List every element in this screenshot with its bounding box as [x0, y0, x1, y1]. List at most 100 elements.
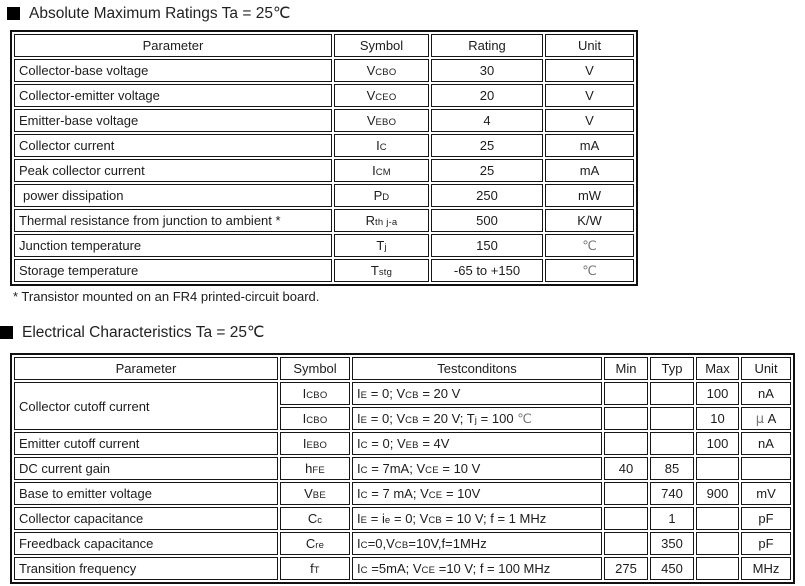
table-header-row: Parameter Symbol Rating Unit [14, 34, 634, 57]
rating-cell: 4 [431, 109, 543, 132]
symbol-cell: Cre [280, 532, 350, 555]
table-row: Thermal resistance from junction to ambi… [14, 209, 634, 232]
section-title-text: Electrical Characteristics Ta = 25℃ [22, 324, 265, 341]
col-header-testconditions: Testconditons [352, 357, 602, 380]
table-row: Emitter cutoff current IEBO IC = 0; VEB … [14, 432, 791, 455]
table-row: power dissipation PD 250 mW [14, 184, 634, 207]
unit-cell: ℃ [545, 234, 634, 257]
table-row: ICBO IE = 0; VCB = 20 V; Tj = 100 ℃ 10 μ… [14, 407, 791, 430]
symbol-cell: ICM [334, 159, 429, 182]
min-cell [604, 482, 648, 505]
col-header-rating: Rating [431, 34, 543, 57]
typ-cell [650, 407, 694, 430]
param-cell: Collector capacitance [14, 507, 278, 530]
col-header-symbol: Symbol [280, 357, 350, 380]
square-bullet-icon [7, 7, 20, 20]
symbol-cell: ICBO [280, 407, 350, 430]
min-cell [604, 432, 648, 455]
unit-cell: pF [741, 507, 791, 530]
table-header-row: Parameter Symbol Testconditons Min Typ M… [14, 357, 791, 380]
max-cell: 10 [696, 407, 739, 430]
cond-cell: IC=0,VCB=10V,f=1MHz [352, 532, 602, 555]
table-row: Storage temperature Tstg -65 to +150 ℃ [14, 259, 634, 282]
cond-cell: IC = 0; VEB = 4V [352, 432, 602, 455]
table-row: Collector-base voltage VCBO 30 V [14, 59, 634, 82]
typ-cell [650, 382, 694, 405]
max-cell [696, 532, 739, 555]
square-bullet-icon [0, 326, 13, 339]
symbol-cell: hFE [280, 457, 350, 480]
cond-cell: IC = 7 mA; VCE = 10V [352, 482, 602, 505]
typ-cell [650, 432, 694, 455]
section-title-text: Absolute Maximum Ratings Ta = 25℃ [29, 5, 291, 22]
elec-char-section-title: Electrical Characteristics Ta = 25℃ [0, 323, 264, 342]
col-header-typ: Typ [650, 357, 694, 380]
col-header-unit: Unit [741, 357, 791, 380]
unit-cell: V [545, 59, 634, 82]
table-row: Collector cutoff current ICBO IE = 0; VC… [14, 382, 791, 430]
max-cell: 100 [696, 382, 739, 405]
cond-cell: IE = 0; VCB = 20 V [352, 382, 602, 405]
param-cell: Collector-emitter voltage [14, 84, 332, 107]
param-cell: Peak collector current [14, 159, 332, 182]
table-row: Transition frequency fT IC =5mA; VCE =10… [14, 557, 791, 580]
unit-cell: mV [741, 482, 791, 505]
cond-cell: IE = 0; VCB = 20 V; Tj = 100 ℃ [352, 407, 602, 430]
param-cell: power dissipation [14, 184, 332, 207]
param-cell: DC current gain [14, 457, 278, 480]
symbol-cell: PD [334, 184, 429, 207]
rating-cell: 25 [431, 134, 543, 157]
abs-max-section-title: Absolute Maximum Ratings Ta = 25℃ [7, 4, 290, 23]
min-cell: 40 [604, 457, 648, 480]
symbol-cell: VEBO [334, 109, 429, 132]
cond-cell: IC = 7mA; VCE = 10 V [352, 457, 602, 480]
typ-cell: 85 [650, 457, 694, 480]
table-row: Junction temperature Tj 150 ℃ [14, 234, 634, 257]
col-header-unit: Unit [545, 34, 634, 57]
unit-cell: μ A [741, 407, 791, 430]
symbol-cell: fT [280, 557, 350, 580]
param-cell: Collector current [14, 134, 332, 157]
param-cell: Emitter-base voltage [14, 109, 332, 132]
unit-cell: ℃ [545, 259, 634, 282]
symbol-cell: Cc [280, 507, 350, 530]
symbol-cell: VBE [280, 482, 350, 505]
cond-cell: IC =5mA; VCE =10 V; f = 100 MHz [352, 557, 602, 580]
col-header-symbol: Symbol [334, 34, 429, 57]
param-cell: Base to emitter voltage [14, 482, 278, 505]
symbol-cell: Rth j-a [334, 209, 429, 232]
unit-cell: nA [741, 382, 791, 405]
rating-cell: -65 to +150 [431, 259, 543, 282]
rating-cell: 20 [431, 84, 543, 107]
rating-cell: 25 [431, 159, 543, 182]
abs-max-table: Parameter Symbol Rating Unit Collector-b… [10, 30, 638, 286]
table-row: Freedback capacitance Cre IC=0,VCB=10V,f… [14, 532, 791, 555]
min-cell: 275 [604, 557, 648, 580]
table-row: Base to emitter voltage VBE IC = 7 mA; V… [14, 482, 791, 505]
symbol-cell: IEBO [280, 432, 350, 455]
table-row: DC current gain hFE IC = 7mA; VCE = 10 V… [14, 457, 791, 480]
cond-cell: IE = ie = 0; VCB = 10 V; f = 1 MHz [352, 507, 602, 530]
unit-cell [741, 457, 791, 480]
param-cell: Transition frequency [14, 557, 278, 580]
param-cell: Freedback capacitance [14, 532, 278, 555]
unit-cell: MHz [741, 557, 791, 580]
rating-cell: 250 [431, 184, 543, 207]
symbol-cell: IC [334, 134, 429, 157]
max-cell: 900 [696, 482, 739, 505]
table-row: Collector-emitter voltage VCEO 20 V [14, 84, 634, 107]
typ-cell: 740 [650, 482, 694, 505]
rating-cell: 30 [431, 59, 543, 82]
unit-cell: K/W [545, 209, 634, 232]
max-cell [696, 457, 739, 480]
unit-cell: mW [545, 184, 634, 207]
typ-cell: 350 [650, 532, 694, 555]
unit-cell: V [545, 109, 634, 132]
symbol-cell: VCEO [334, 84, 429, 107]
unit-cell: pF [741, 532, 791, 555]
min-cell [604, 382, 648, 405]
typ-cell: 450 [650, 557, 694, 580]
unit-cell: nA [741, 432, 791, 455]
param-cell: Emitter cutoff current [14, 432, 278, 455]
rating-cell: 500 [431, 209, 543, 232]
